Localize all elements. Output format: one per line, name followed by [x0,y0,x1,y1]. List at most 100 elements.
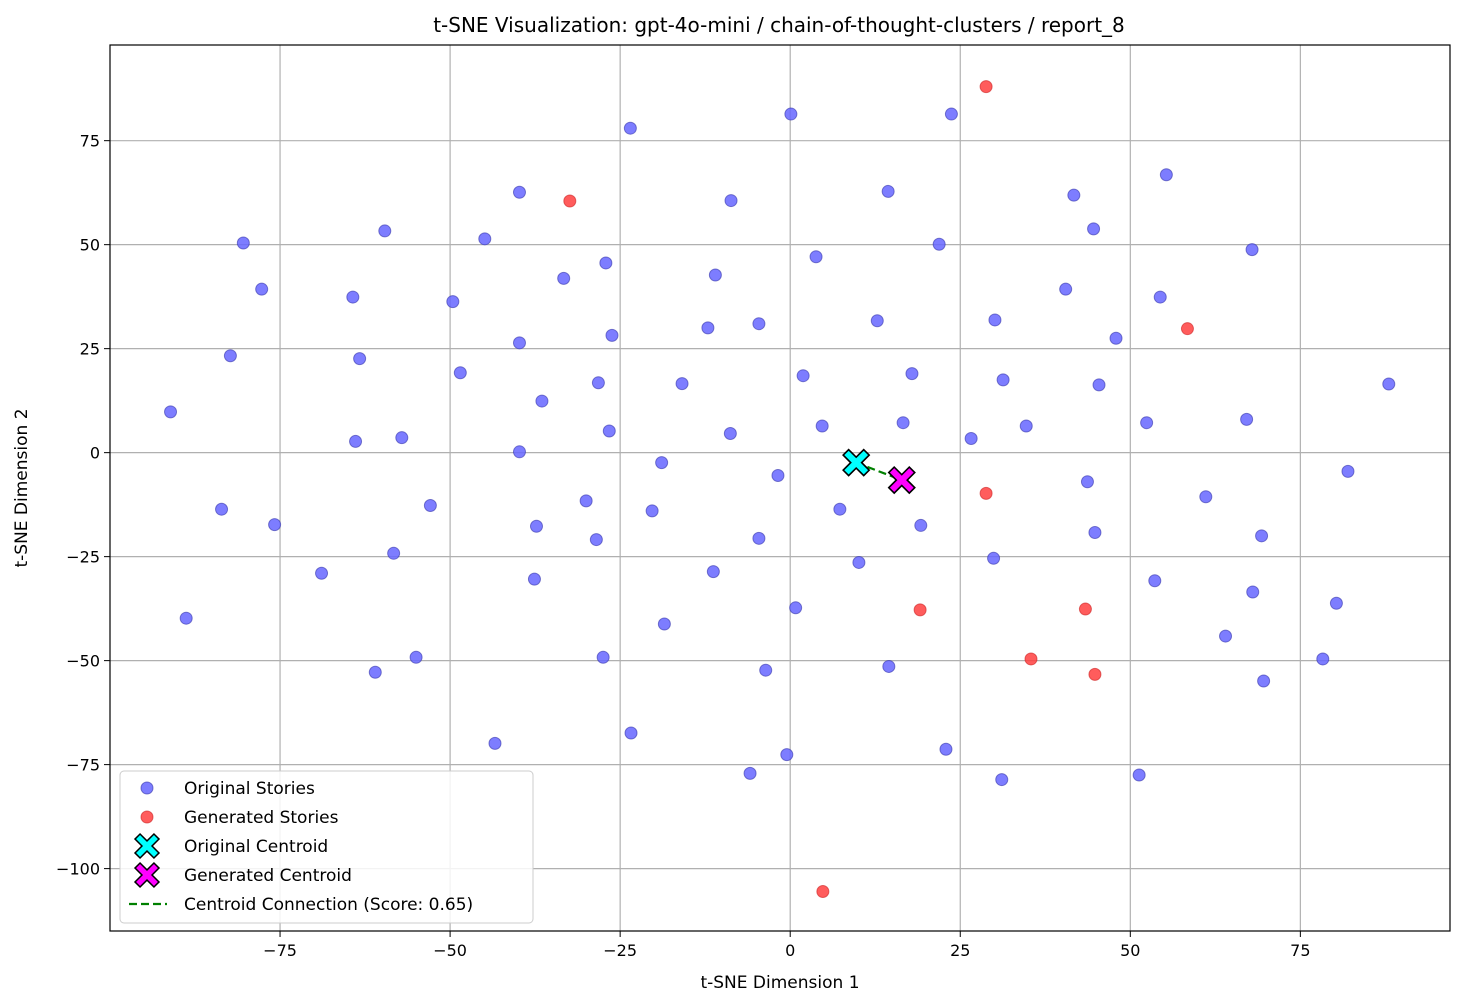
original-story-point [657,617,671,631]
original-story-point [882,659,896,673]
generated-story-point [816,884,830,898]
original-story-point [387,546,401,560]
original-story-point [1329,596,1343,610]
generated-story-point [1078,602,1092,616]
generated-story-point [1180,322,1194,336]
original-story-point [1153,290,1167,304]
original-story-point [512,445,526,459]
y-tick-label: −100 [56,860,100,879]
original-story-point [852,555,866,569]
original-story-point [743,766,757,780]
original-story-point [349,434,363,448]
plot-frame [109,44,1451,932]
axis-ticks: −75 −50 −25 0 25 50 75 −100 −75 −50 −25 0 25 50 75 [56,132,1310,960]
original-story-point [453,366,467,380]
generated-story-point [979,80,993,94]
original-story-point [723,427,737,441]
generated-centroid-marker [887,465,916,495]
original-story-point [368,665,382,679]
legend-generated-centroid-marker [133,861,161,889]
data-points [164,80,1396,898]
original-story-point [602,424,616,438]
legend-label: Original Stories [184,779,315,799]
original-story-point [809,250,823,264]
x-tick-label: 50 [1120,941,1140,960]
original-story-point [939,742,953,756]
legend-label: Generated Stories [184,808,339,828]
original-story-point [932,237,946,251]
original-story-point [1059,282,1073,296]
x-tick-label: 0 [785,941,795,960]
original-story-point [1132,768,1146,782]
original-story-point [409,650,423,664]
original-story-point [995,773,1009,787]
original-story-point [833,502,847,516]
original-story-point [1382,377,1396,391]
original-story-point [1255,529,1269,543]
original-story-point [535,394,549,408]
original-story-point [557,271,571,285]
original-story-point [1245,243,1259,257]
original-story-point [964,432,978,446]
original-story-point [346,290,360,304]
original-story-point [1246,585,1260,599]
original-story-point [987,551,1001,565]
original-story-point [599,256,613,270]
x-tick-label: −50 [433,941,467,960]
original-story-point [488,736,502,750]
legend-original-centroid-marker [133,832,161,860]
original-story-point [1341,464,1355,478]
legend-generated-marker [140,810,154,824]
y-tick-label: 0 [90,444,100,463]
x-axis-label: t-SNE Dimension 1 [700,973,859,993]
original-story-point [784,107,798,121]
original-story-point [527,572,541,586]
generated-story-point [1024,652,1038,666]
y-tick-label: 75 [80,132,100,151]
generated-story-point [979,486,993,500]
original-story-point [1067,188,1081,202]
original-story-point [1109,331,1123,345]
original-story-point [1087,222,1101,236]
original-story-point [255,282,269,296]
y-tick-label: −25 [66,548,100,567]
original-story-point [624,726,638,740]
original-story-point [708,268,722,282]
original-story-point [815,419,829,433]
original-story-point [724,194,738,208]
original-story-point [591,376,605,390]
original-story-point [1088,526,1102,540]
original-story-point [675,377,689,391]
centroids [842,448,916,495]
original-story-point [706,565,720,579]
original-story-point [589,533,603,547]
original-story-point [1257,674,1271,688]
original-story-point [423,498,437,512]
original-story-point [914,518,928,532]
original-story-point [701,321,715,335]
legend-label: Centroid Connection (Score: 0.65) [184,895,473,915]
original-story-point [1316,652,1330,666]
original-story-point [315,566,329,580]
x-tick-label: −25 [603,941,637,960]
original-story-point [512,336,526,350]
original-story-point [478,232,492,246]
original-story-point [759,663,773,677]
generated-story-point [563,194,577,208]
legend-original-marker [140,781,154,795]
original-story-point [752,531,766,545]
original-story-point [645,504,659,518]
y-tick-label: 25 [80,340,100,359]
legend-label: Original Centroid [184,837,328,857]
original-story-point [780,748,794,762]
legend-box [119,770,534,924]
chart-title: t-SNE Visualization: gpt-4o-mini / chain… [433,13,1125,37]
original-story-point [446,295,460,309]
original-story-point [268,518,282,532]
legend: Original Stories Generated Stories Origina… [119,770,534,924]
original-story-point [1240,412,1254,426]
original-story-point [215,502,229,516]
original-story-point [378,224,392,238]
original-story-point [1080,475,1094,489]
